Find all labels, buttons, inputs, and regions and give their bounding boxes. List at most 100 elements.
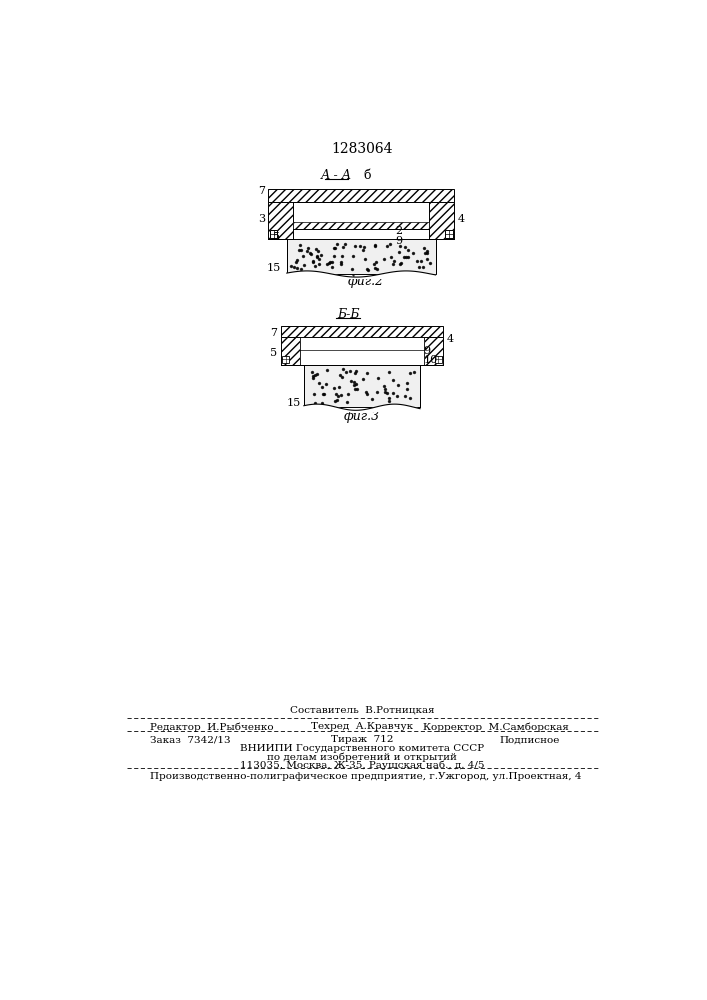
- Text: Корректор  М.Самборская: Корректор М.Самборская: [423, 722, 569, 732]
- Text: 5: 5: [274, 232, 281, 242]
- Point: [405, 390, 416, 406]
- Point: [407, 245, 419, 261]
- Point: [316, 395, 327, 411]
- Point: [351, 381, 363, 397]
- Point: [379, 381, 390, 397]
- Text: б: б: [363, 169, 371, 182]
- Point: [349, 381, 361, 397]
- Text: Тираж  712: Тираж 712: [331, 735, 393, 744]
- Point: [308, 368, 319, 384]
- Text: 9: 9: [395, 236, 402, 246]
- Point: [382, 238, 393, 254]
- Text: 7: 7: [258, 186, 265, 196]
- Point: [317, 386, 329, 402]
- Point: [298, 248, 309, 264]
- Point: [320, 376, 332, 392]
- Point: [312, 366, 323, 382]
- Bar: [445, 230, 452, 238]
- Point: [309, 367, 320, 383]
- Point: [346, 261, 357, 277]
- Point: [336, 256, 347, 272]
- Point: [291, 252, 303, 268]
- Point: [370, 260, 381, 276]
- Point: [379, 378, 390, 394]
- Point: [288, 259, 299, 275]
- Point: [387, 385, 398, 401]
- Point: [328, 380, 339, 396]
- Bar: [270, 230, 277, 238]
- Point: [419, 245, 431, 261]
- Point: [329, 393, 341, 409]
- Point: [350, 363, 361, 379]
- Point: [369, 237, 380, 253]
- Point: [395, 256, 406, 272]
- Point: [349, 365, 361, 381]
- Point: [398, 249, 409, 265]
- Point: [317, 379, 328, 395]
- Point: [371, 261, 382, 277]
- Point: [418, 259, 429, 275]
- Point: [361, 384, 372, 400]
- Point: [393, 377, 404, 393]
- Point: [424, 255, 436, 271]
- Point: [411, 253, 423, 269]
- Point: [335, 254, 346, 270]
- Text: Техред  А.Кравчук: Техред А.Кравчук: [311, 722, 413, 731]
- Point: [321, 362, 332, 378]
- Point: [396, 255, 407, 271]
- Point: [421, 245, 433, 261]
- Point: [347, 248, 358, 264]
- Text: А - А: А - А: [321, 169, 352, 182]
- Point: [357, 371, 368, 387]
- Point: [336, 369, 347, 385]
- Point: [319, 386, 330, 402]
- Point: [309, 258, 320, 274]
- Point: [399, 388, 411, 404]
- Point: [314, 375, 325, 391]
- Point: [308, 386, 320, 402]
- Point: [355, 238, 366, 254]
- Point: [402, 249, 413, 265]
- Point: [388, 256, 399, 272]
- Point: [322, 256, 333, 272]
- Point: [301, 243, 312, 259]
- Point: [351, 376, 362, 392]
- Point: [387, 372, 399, 388]
- Point: [415, 253, 426, 269]
- Point: [313, 256, 325, 272]
- Text: 15: 15: [286, 398, 300, 408]
- Point: [309, 395, 320, 411]
- Point: [348, 377, 359, 393]
- Bar: [293, 222, 429, 229]
- Point: [306, 364, 317, 380]
- Text: 4: 4: [458, 214, 465, 224]
- Point: [313, 251, 325, 267]
- Point: [308, 370, 319, 386]
- Text: Подписное: Подписное: [500, 735, 561, 744]
- Point: [332, 392, 343, 408]
- Point: [328, 248, 339, 264]
- Point: [311, 248, 322, 264]
- Point: [342, 386, 354, 402]
- Point: [329, 240, 340, 256]
- Point: [332, 388, 344, 404]
- Point: [372, 370, 383, 386]
- Point: [358, 242, 369, 258]
- Text: Составитель  В.Ротницкая: Составитель В.Ротницкая: [290, 705, 434, 714]
- Point: [381, 385, 392, 401]
- Point: [370, 238, 381, 254]
- Bar: [304, 365, 420, 407]
- Text: 113035, Москва, Ж-35, Раушская наб., д. 4/5: 113035, Москва, Ж-35, Раушская наб., д. …: [240, 761, 484, 770]
- Point: [414, 259, 425, 275]
- Point: [372, 384, 383, 400]
- Point: [348, 374, 359, 390]
- Point: [394, 244, 405, 260]
- Point: [361, 261, 373, 277]
- Point: [305, 246, 316, 262]
- Text: 9: 9: [423, 346, 431, 356]
- Text: 5: 5: [270, 348, 277, 358]
- Text: 15: 15: [267, 263, 281, 273]
- Point: [293, 242, 305, 258]
- Point: [330, 386, 341, 402]
- Point: [361, 365, 373, 381]
